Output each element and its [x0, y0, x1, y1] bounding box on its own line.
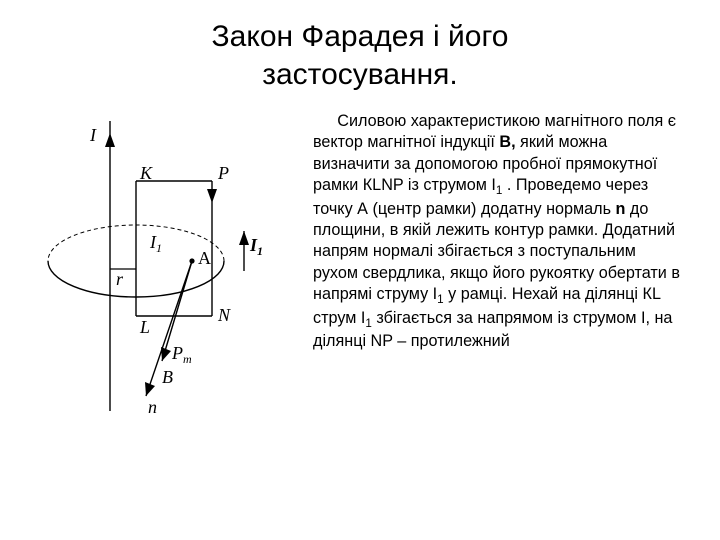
page-title: Закон Фарадея і його застосування.: [40, 18, 680, 93]
figure-labels: I K P I1 I1 A r L N Pm B n: [89, 125, 263, 417]
label-A: A: [198, 248, 211, 268]
paragraph: Силовою характеристикою магнітного поля …: [313, 111, 680, 353]
label-P: P: [217, 163, 229, 183]
arrow-I: [105, 133, 115, 147]
label-r: r: [116, 269, 124, 289]
label-I1-right: I1: [249, 235, 263, 258]
content-row: I K P I1 I1 A r L N Pm B n: [40, 111, 680, 421]
label-K: K: [139, 163, 153, 183]
arrow-P-side: [207, 189, 217, 203]
label-L: L: [139, 317, 150, 337]
label-I: I: [89, 125, 97, 145]
arrow-pm: [161, 347, 171, 361]
label-Pm: Pm: [171, 343, 192, 366]
title-line-1: Закон Фарадея і його: [212, 20, 509, 53]
label-n: n: [148, 397, 157, 417]
title-line-2: застосування.: [262, 58, 458, 91]
label-I1-left: I1: [149, 232, 162, 255]
arrow-n: [145, 382, 155, 396]
label-N: N: [217, 305, 231, 325]
body-text: Силовою характеристикою магнітного поля …: [313, 111, 680, 421]
physics-figure: I K P I1 I1 A r L N Pm B n: [40, 111, 295, 421]
label-B: B: [162, 367, 173, 387]
